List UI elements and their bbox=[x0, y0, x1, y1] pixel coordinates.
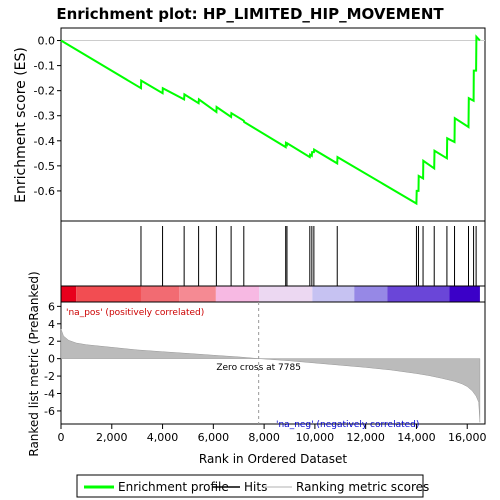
negative-label: 'na_neg' (negatively correlated) bbox=[276, 420, 419, 430]
zero-cross-label: Zero cross at 7785 bbox=[216, 363, 301, 373]
legend-label: Enrichment profile bbox=[118, 480, 229, 494]
x-axis-ticks: 0 2,000 4,000 6,000 8,000 10,000 12,000 14,000 1… bbox=[58, 424, 487, 444]
color-bar-segment bbox=[140, 286, 180, 302]
metric-tick-label: 4 bbox=[48, 318, 55, 331]
legend-item: Ranking metric scores bbox=[264, 480, 429, 494]
es-y-ticks: 0.0 -0.1 -0.2 -0.3 -0.4 -0.5 -0.6 bbox=[34, 35, 61, 198]
chart-title: Enrichment plot: HP_LIMITED_HIP_MOVEMENT bbox=[56, 5, 444, 23]
metric-axis-title: Ranked list metric (PreRanked) bbox=[27, 271, 41, 456]
legend-frame bbox=[76, 474, 424, 498]
color-bar-segment bbox=[387, 286, 450, 302]
x-tick-label: 4,000 bbox=[147, 431, 179, 444]
legend: Enrichment profile Hits Ranking metric sco… bbox=[76, 474, 429, 498]
positive-label: 'na_pos' (positively correlated) bbox=[66, 308, 204, 318]
enrichment-profile-line bbox=[60, 34, 481, 206]
metric-tick-label: -6 bbox=[44, 405, 55, 418]
legend-item: Hits bbox=[212, 480, 267, 494]
hit-marks bbox=[140, 226, 477, 286]
color-bar-segment bbox=[76, 286, 141, 302]
es-panel bbox=[60, 27, 486, 222]
x-tick-label: 12,000 bbox=[346, 431, 385, 444]
es-axis-title: Enrichment score (ES) bbox=[13, 47, 29, 203]
x-tick-label: 0 bbox=[58, 431, 65, 444]
legend-label: Ranking metric scores bbox=[296, 480, 429, 494]
legend-item: Enrichment profile bbox=[84, 480, 229, 494]
x-tick-label: 8,000 bbox=[248, 431, 280, 444]
ranking-color-bar bbox=[61, 286, 480, 302]
metric-tick-label: 0 bbox=[48, 353, 55, 366]
x-tick-label: 14,000 bbox=[397, 431, 436, 444]
metric-tick-label: 2 bbox=[48, 335, 55, 348]
metric-tick-label: -2 bbox=[44, 370, 55, 383]
es-tick-label: -0.2 bbox=[34, 85, 55, 98]
x-tick-label: 6,000 bbox=[198, 431, 230, 444]
color-bar-segment bbox=[61, 286, 77, 302]
metric-tick-label: -4 bbox=[44, 388, 55, 401]
color-bar-segment bbox=[449, 286, 480, 302]
color-bar-segment bbox=[215, 286, 260, 302]
es-tick-label: -0.5 bbox=[34, 160, 55, 173]
hits-panel bbox=[60, 220, 486, 287]
color-bar-segment bbox=[259, 286, 313, 302]
es-tick-label: -0.4 bbox=[34, 135, 55, 148]
metric-tick-label: 6 bbox=[48, 300, 55, 313]
x-axis-title: Rank in Ordered Dataset bbox=[199, 452, 347, 466]
x-tick-label: 2,000 bbox=[96, 431, 128, 444]
color-bar-segment bbox=[312, 286, 355, 302]
ranking-metric-area bbox=[60, 328, 481, 423]
es-tick-label: -0.1 bbox=[34, 60, 55, 73]
legend-label: Hits bbox=[244, 480, 267, 494]
color-bar-segment bbox=[354, 286, 388, 302]
es-tick-label: -0.3 bbox=[34, 110, 55, 123]
es-tick-label: -0.6 bbox=[34, 185, 55, 198]
x-tick-label: 16,000 bbox=[448, 431, 487, 444]
metric-y-ticks: 6 4 2 0 -2 -4 -6 bbox=[44, 300, 61, 418]
es-tick-label: 0.0 bbox=[38, 35, 56, 48]
x-tick-label: 10,000 bbox=[296, 431, 335, 444]
color-bar-segment bbox=[179, 286, 216, 302]
